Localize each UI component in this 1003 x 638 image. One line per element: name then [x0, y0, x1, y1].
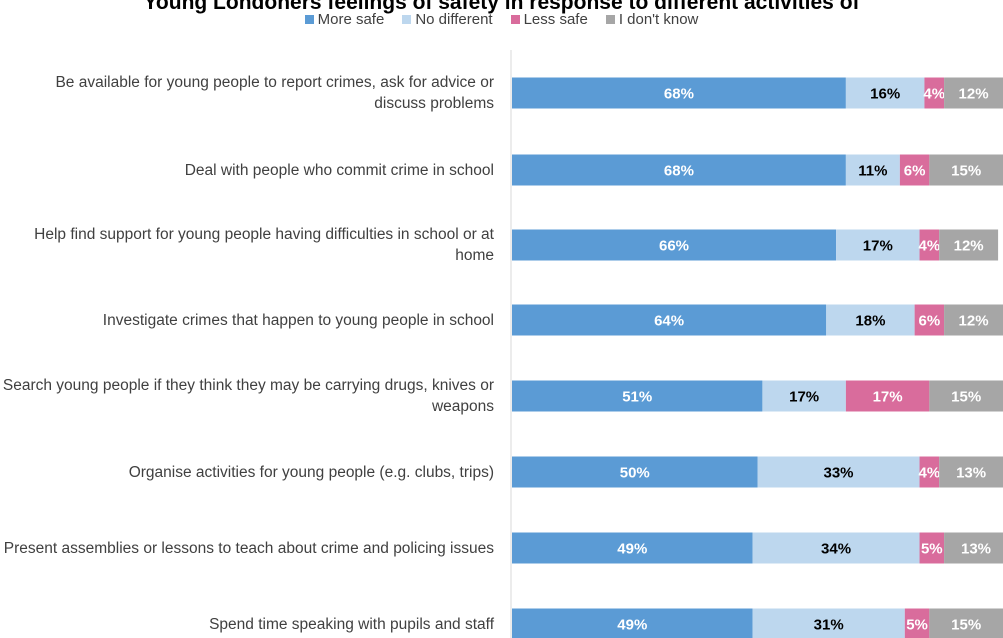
data-label: 51%: [622, 389, 652, 406]
category-label: Search young people if they think they m…: [2, 377, 494, 415]
bar-segment: [914, 304, 945, 336]
legend-item: Less safe: [510, 11, 588, 28]
data-label: 68%: [664, 86, 694, 103]
category-label: Be available for young people to report …: [55, 74, 494, 112]
data-label: 64%: [654, 313, 684, 330]
data-label: 12%: [959, 313, 989, 330]
bar-segment: [845, 77, 925, 109]
category-label: Organise activities for young people (e.…: [128, 463, 494, 481]
bar-segment: [752, 608, 905, 638]
data-label: 15%: [951, 389, 981, 406]
bar-segment: [929, 380, 1003, 412]
bar-segment: [512, 154, 846, 186]
legend-label: Less safe: [523, 11, 588, 28]
bar-segment: [939, 229, 999, 261]
data-label: 31%: [814, 617, 844, 634]
legend-label: No different: [415, 11, 493, 28]
category-label: Investigate crimes that happen to young …: [102, 311, 494, 329]
data-label: 16%: [870, 86, 900, 103]
bar-segment: [904, 608, 930, 638]
data-label: 11%: [858, 163, 887, 180]
data-label: 5%: [906, 617, 928, 634]
chart-title: Young Londoners feelings of safety in re…: [143, 0, 860, 14]
data-label: 17%: [863, 238, 893, 255]
data-label: 13%: [956, 465, 986, 482]
bar-segment: [512, 532, 753, 564]
data-label: 15%: [951, 617, 981, 634]
legend-item: No different: [402, 11, 493, 28]
bar-segment: [826, 304, 915, 336]
legend-item: I don't know: [605, 11, 699, 28]
data-label: 12%: [959, 86, 989, 103]
bar-segment: [929, 608, 1003, 638]
bar-segment: [939, 456, 1003, 488]
legend-swatch: [605, 15, 615, 24]
data-label: 13%: [961, 541, 991, 558]
legend-swatch: [304, 15, 314, 24]
data-label: 49%: [617, 617, 647, 634]
bar-segment: [757, 456, 920, 488]
bar-segment: [512, 304, 827, 336]
bar-segment: [845, 154, 900, 186]
bar-segment: [845, 380, 930, 412]
bar-segment: [919, 456, 940, 488]
bar-segment: [944, 304, 1003, 336]
bar-segment: [752, 532, 920, 564]
data-label: 6%: [904, 163, 926, 180]
legend-label: More safe: [317, 11, 385, 28]
legend-label: I don't know: [618, 11, 699, 28]
data-label: 17%: [789, 389, 819, 406]
bar-segment: [512, 456, 758, 488]
data-label: 68%: [664, 163, 694, 180]
data-label: 5%: [921, 541, 943, 558]
bar-segment: [944, 532, 1003, 564]
bar-segment: [762, 380, 846, 412]
data-label: 17%: [873, 389, 903, 406]
category-label: Present assemblies or lessons to teach a…: [3, 539, 494, 557]
category-label: Deal with people who commit crime in sch…: [184, 161, 494, 179]
data-label: 34%: [821, 541, 851, 558]
data-label: 50%: [620, 465, 650, 482]
bar-segment: [836, 229, 920, 261]
legend-swatch: [402, 15, 412, 24]
data-label: 4%: [919, 238, 941, 255]
legend-item: More safe: [304, 11, 385, 28]
category-label: Spend time speaking with pupils and staf…: [209, 615, 494, 633]
bar-segment: [929, 154, 1003, 186]
data-label: 49%: [617, 541, 647, 558]
legend: More safe No different Less safe I don't kn…: [0, 11, 1003, 28]
category-label: Help find support for young people havin…: [34, 226, 494, 264]
bar-segment: [512, 229, 837, 261]
data-label: 66%: [659, 238, 689, 255]
legend-swatch: [510, 15, 520, 24]
data-label: 18%: [855, 313, 885, 330]
data-label: 4%: [923, 86, 945, 103]
bar-segment: [512, 380, 763, 412]
bar-segment: [899, 154, 930, 186]
data-label: 33%: [823, 465, 853, 482]
bar-segment: [944, 77, 1003, 109]
bar-segment: [512, 77, 846, 109]
bar-segment: [512, 608, 753, 638]
data-label: 4%: [919, 465, 941, 482]
data-label: 6%: [919, 313, 941, 330]
data-label: 12%: [954, 238, 984, 255]
bar-segment: [919, 532, 945, 564]
data-label: 15%: [951, 163, 981, 180]
bar-segment: [919, 229, 940, 261]
bar-segment: [924, 77, 945, 109]
